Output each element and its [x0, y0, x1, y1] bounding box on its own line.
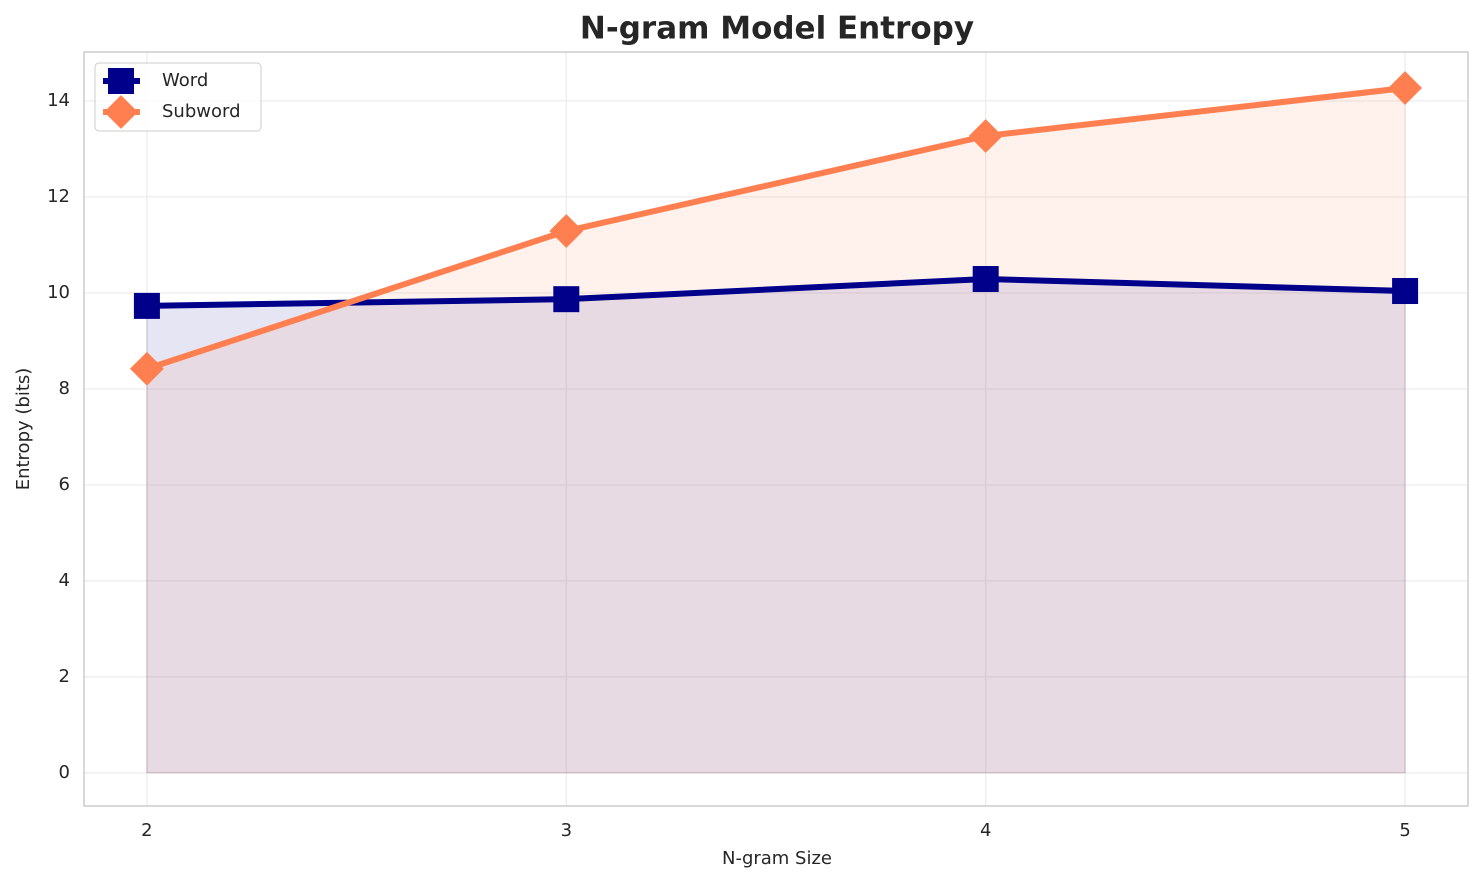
- marker: [968, 119, 1003, 153]
- y-tick-label: 6: [59, 474, 70, 495]
- chart-title: N-gram Model Entropy: [580, 11, 974, 47]
- y-tick-label: 2: [59, 666, 70, 687]
- x-tick-label: 5: [1399, 820, 1410, 841]
- y-tick-label: 14: [47, 90, 70, 111]
- line: [145, 85, 1406, 372]
- x-tick-label: 3: [561, 820, 572, 841]
- marker: [104, 95, 138, 129]
- legend-label: Subword: [162, 101, 241, 122]
- legend-label: Word: [162, 70, 208, 91]
- y-axis-label: Entropy (bits): [13, 368, 34, 491]
- marker: [1392, 278, 1419, 305]
- y-tick-label: 4: [59, 570, 70, 591]
- y-tick-label: 10: [47, 282, 70, 303]
- marker: [972, 266, 999, 293]
- y-tick-label: 12: [47, 186, 70, 207]
- plot-frame: [83, 51, 1469, 807]
- marker: [133, 292, 160, 319]
- x-axis-label: N-gram Size: [722, 848, 832, 869]
- marker: [1388, 71, 1422, 105]
- x-tick-label: 4: [980, 820, 991, 841]
- marker: [549, 214, 584, 248]
- x-tick-label: 2: [141, 820, 152, 841]
- marker: [553, 286, 580, 313]
- marker: [108, 68, 134, 94]
- area: [146, 87, 1406, 774]
- marker: [130, 351, 164, 386]
- y-tick-label: 0: [59, 762, 70, 783]
- y-tick-label: 8: [59, 378, 70, 399]
